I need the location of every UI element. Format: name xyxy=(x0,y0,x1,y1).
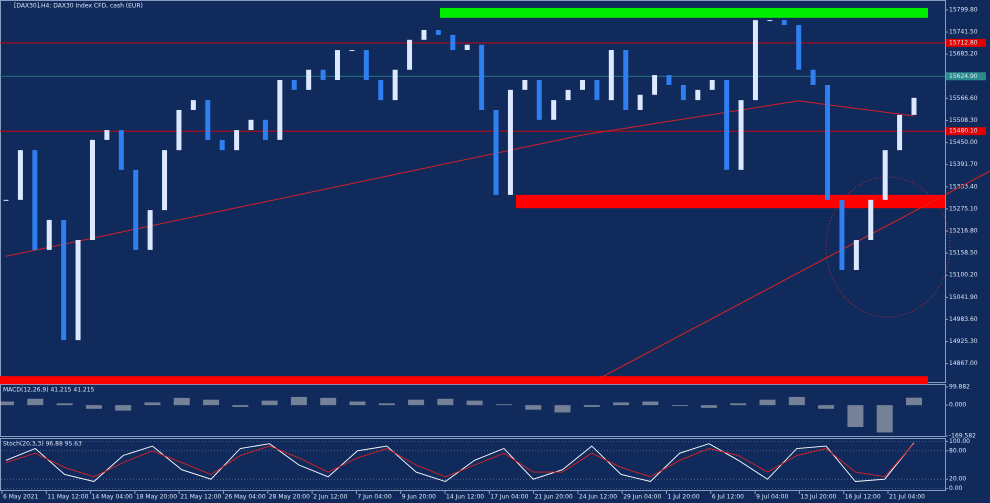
level-label: 15624.90 xyxy=(949,73,978,80)
zone xyxy=(440,7,928,18)
y-tick-label: 15741.50 xyxy=(949,29,978,36)
y-tick-label: 14983.60 xyxy=(949,316,978,323)
zone xyxy=(516,194,945,209)
macd-bar xyxy=(27,398,44,406)
level-label-box xyxy=(946,127,986,136)
moving-average xyxy=(5,100,915,257)
macd-bar xyxy=(906,397,922,406)
y-tick-label: 15216.80 xyxy=(949,228,978,235)
x-tick-label: 18 May 20:00 xyxy=(136,494,177,501)
y-tick-label: 0.000 xyxy=(949,402,966,409)
y-tick-label: 15333.40 xyxy=(949,183,978,190)
y-tick-label: 15041.90 xyxy=(949,294,978,301)
stoch-panel xyxy=(0,438,946,491)
y-tick-label: 15100.20 xyxy=(949,272,978,279)
x-tick-label: 29 Jun 04:00 xyxy=(623,494,661,501)
level-label: 15480.10 xyxy=(949,128,978,135)
y-tick-label: 15158.50 xyxy=(949,250,978,257)
x-tick-label: 13 Jul 20:00 xyxy=(800,494,836,501)
x-tick-label: 21 Jul 04:00 xyxy=(889,494,925,501)
x-tick-label: 17 Jun 04:00 xyxy=(490,494,528,501)
macd-bar xyxy=(847,405,864,427)
y-tick-label: 0.00 xyxy=(949,485,963,492)
macd-bar xyxy=(554,405,571,413)
level-label-box xyxy=(946,38,986,47)
y-tick-label: 80.00 xyxy=(949,447,966,454)
macd-bar xyxy=(173,397,190,406)
zone xyxy=(0,376,928,385)
y-tick-label: 15508.30 xyxy=(949,117,978,124)
macd-bar xyxy=(408,399,425,406)
macd-bar xyxy=(290,396,307,406)
macd-bar xyxy=(788,396,805,406)
y-tick-label: 15566.60 xyxy=(949,95,978,102)
y-tick-label: 20.00 xyxy=(949,476,966,483)
macd-bar xyxy=(583,405,600,407)
macd-bar xyxy=(320,397,337,406)
trendline xyxy=(599,170,990,379)
x-tick-label: 7 Jun 04:00 xyxy=(357,494,391,501)
macd-bar xyxy=(232,405,249,407)
y-tick-label: 100.00 xyxy=(949,438,970,445)
macd-bar xyxy=(115,405,132,411)
macd-bar xyxy=(203,399,220,406)
x-tick-label: 6 May 2021 xyxy=(3,494,38,501)
x-tick-label: 21 May 12:00 xyxy=(180,494,221,501)
macd-bar xyxy=(349,401,366,406)
macd-bar xyxy=(700,405,717,408)
x-tick-label: 14 Jun 12:00 xyxy=(446,494,484,501)
macd-bar xyxy=(378,403,395,406)
macd-bar xyxy=(144,402,161,406)
chart-title: [DAX30],H4: DAX30 Index CFD, cash (EUR) xyxy=(14,3,143,10)
x-tick-label: 26 May 04:00 xyxy=(225,494,266,501)
x-tick-label: 6 Jul 12:00 xyxy=(712,494,744,501)
x-tick-label: 11 May 12:00 xyxy=(47,494,88,501)
stoch-title: Stoch(20,3,3) 96.88 95.63 xyxy=(3,441,82,448)
level-label: 15712.80 xyxy=(949,39,978,46)
y-tick-label: 15450.00 xyxy=(949,139,978,146)
macd-bar xyxy=(0,401,14,406)
x-tick-label: 21 Jun 20:00 xyxy=(535,494,573,501)
macd-bar xyxy=(642,401,659,406)
x-tick-label: 9 Jun 20:00 xyxy=(402,494,436,501)
y-tick-label: 15683.20 xyxy=(949,51,978,58)
x-tick-label: 9 Jul 04:00 xyxy=(756,494,788,501)
macd-bar xyxy=(613,402,630,406)
x-tick-label: 1 Jul 20:00 xyxy=(668,494,700,501)
highlight-circle xyxy=(825,176,951,318)
y-tick-label: 14925.30 xyxy=(949,338,978,345)
x-tick-label: 24 Jun 12:00 xyxy=(579,494,617,501)
macd-bar xyxy=(437,398,454,406)
y-tick-label: 15275.10 xyxy=(949,205,978,212)
macd-bar xyxy=(56,403,73,406)
y-tick-label: -169.582 xyxy=(949,433,976,440)
macd-title: MACD(12,26,9) 41.215 41.215 xyxy=(3,387,95,394)
macd-bar xyxy=(759,399,776,406)
y-tick-label: 14867.00 xyxy=(949,360,978,367)
macd-bar xyxy=(261,400,278,406)
macd-bar xyxy=(525,405,542,410)
x-tick-label: 28 May 20:00 xyxy=(269,494,310,501)
y-tick-label: 99.882 xyxy=(949,383,970,390)
macd-bar xyxy=(876,405,893,433)
level-label-box xyxy=(946,72,986,81)
y-tick-label: 15391.70 xyxy=(949,161,978,168)
x-tick-label: 14 May 04:00 xyxy=(92,494,133,501)
x-tick-label: 2 Jun 12:00 xyxy=(313,494,347,501)
macd-bar xyxy=(818,405,835,409)
macd-panel xyxy=(0,384,946,437)
macd-bar xyxy=(466,400,483,406)
x-tick-label: 16 Jul 12:00 xyxy=(845,494,881,501)
stoch-line xyxy=(5,443,915,478)
macd-bar xyxy=(671,405,688,407)
y-tick-label: 15799.80 xyxy=(949,6,978,13)
macd-bar xyxy=(730,403,747,406)
macd-bar xyxy=(85,405,102,409)
macd-bar xyxy=(495,404,512,406)
